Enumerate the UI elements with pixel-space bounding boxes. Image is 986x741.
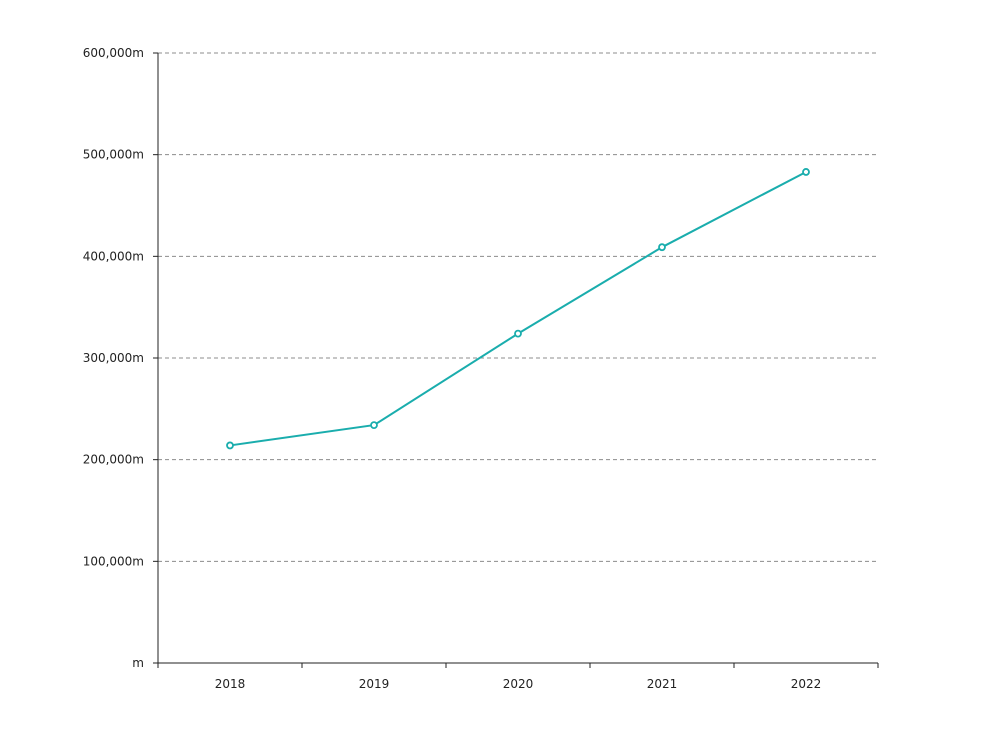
data-point[interactable] bbox=[370, 421, 378, 430]
series-line bbox=[229, 171, 807, 447]
y-tick-label: 100,000m bbox=[83, 554, 144, 568]
y-tick-label: 400,000m bbox=[83, 249, 144, 263]
x-axis-ticks: 2018 2019 2020 2021 2022 bbox=[157, 663, 879, 691]
data-point[interactable] bbox=[514, 329, 522, 338]
data-point[interactable] bbox=[658, 243, 666, 252]
gridlines bbox=[158, 52, 878, 562]
data-point[interactable] bbox=[226, 441, 234, 450]
series-group bbox=[226, 168, 810, 450]
y-tick-label: 300,000m bbox=[83, 351, 144, 365]
x-tick-label: 2021 bbox=[647, 677, 678, 691]
x-tick-label: 2018 bbox=[215, 677, 246, 691]
x-tick-label: 2019 bbox=[359, 677, 390, 691]
x-tick-label: 2022 bbox=[791, 677, 822, 691]
x-tick-label: 2020 bbox=[503, 677, 534, 691]
y-tick-label: m bbox=[132, 656, 144, 670]
y-tick-label: 500,000m bbox=[83, 148, 144, 162]
y-tick-label: 600,000m bbox=[83, 46, 144, 60]
y-tick-label: 200,000m bbox=[83, 453, 144, 467]
y-axis-ticks: m 100,000m 200,000m 300,000m 400,000m 500,000… bbox=[83, 46, 158, 670]
data-point[interactable] bbox=[802, 168, 810, 176]
